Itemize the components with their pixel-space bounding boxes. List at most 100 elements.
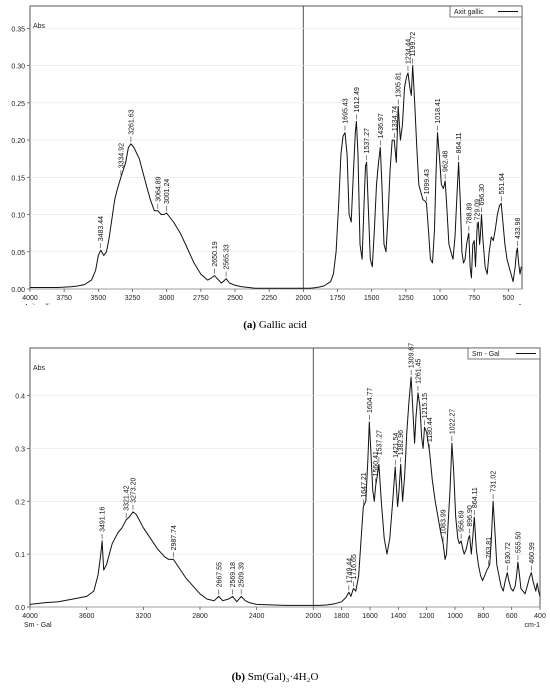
x-tick-label: 4000 — [22, 613, 38, 620]
peak-label: 763.81 — [486, 537, 493, 559]
peak-label: 1604.77 — [367, 388, 374, 413]
peak-label-group: 551.64 — [499, 173, 506, 202]
x-tick-label: 1500 — [364, 295, 380, 302]
peak-label-group: 2565.33 — [224, 244, 231, 277]
y-tick-label: 0.05 — [11, 250, 25, 257]
peak-label-group: 1334.74 — [392, 106, 399, 139]
corner-sample-label: Sm - Gal — [24, 622, 52, 629]
peak-label-group: 731.02 — [491, 471, 498, 500]
peak-label-group: 1612.49 — [354, 87, 361, 120]
x-tick-label: 1600 — [362, 613, 378, 620]
peak-label: 1022.27 — [449, 409, 456, 434]
x-tick-label: 2250 — [261, 295, 277, 302]
peak-label-group: 3491.16 — [100, 506, 107, 539]
x-tick-label: 4000 — [22, 295, 38, 302]
peak-label: 788.89 — [466, 203, 473, 225]
spectrum-series-line — [29, 376, 541, 606]
peak-label-group: 1261.45 — [416, 358, 423, 391]
peak-label: 3064.89 — [155, 176, 162, 201]
y-axis-label: Abs — [33, 23, 46, 30]
peak-label: 1234.44 — [406, 39, 413, 64]
peak-label: 1537.27 — [364, 128, 371, 153]
peak-label-group: 1018.41 — [435, 98, 442, 131]
peak-label: 1083.99 — [441, 509, 448, 534]
peak-label-group: 1716.65 — [351, 554, 358, 587]
peak-label: 3483.44 — [98, 216, 105, 241]
spectrum-series-line — [30, 65, 522, 289]
y-axis-label: Abs — [33, 365, 46, 372]
peak-label: 864.11 — [456, 132, 463, 153]
y-tick-label: 0.20 — [11, 138, 25, 145]
peak-label: 864.11 — [472, 487, 479, 508]
peak-label-group: 1180.44 — [427, 417, 434, 450]
peak-label-group: 1305.81 — [396, 72, 403, 105]
x-tick-label: 1750 — [330, 295, 346, 302]
y-tick-label: 0.00 — [11, 287, 25, 294]
peak-label: 1647.21 — [361, 472, 368, 497]
legend-box — [449, 5, 523, 18]
peak-label: 555.50 — [516, 532, 523, 554]
peak-label: 1180.44 — [427, 417, 434, 442]
x-tick-label: 2000 — [306, 613, 322, 620]
peak-label-group: 962.48 — [443, 150, 450, 180]
peak-label-group: 696.30 — [479, 184, 486, 213]
peak-label: 1215.15 — [422, 393, 429, 418]
peak-label: 1749.44 — [346, 558, 353, 583]
caption-a-text: Gallic acid — [256, 319, 307, 331]
peak-label-group: 864.11 — [472, 487, 479, 516]
peak-label-group: 3064.89 — [155, 176, 162, 209]
legend-label: Sm - Gal — [472, 351, 500, 358]
x-tick-label: 400 — [534, 613, 546, 620]
peak-label-group: 3261.63 — [128, 109, 135, 142]
peak-label-group: 1560.41 — [373, 451, 380, 484]
peak-label-group: 1099.43 — [424, 169, 431, 202]
x-tick-label: 3000 — [159, 295, 175, 302]
peak-label-group: 1199.72 — [410, 32, 417, 64]
y-tick-label: 0.15 — [11, 175, 25, 182]
ftir-chart-gallic-acid: 0.00 0.05 0.10 0.15 0.20 0.25 0.30 0.35 4000 3750… — [11, 5, 523, 305]
peak-label: 3273.20 — [131, 477, 138, 502]
peak-label: 696.30 — [479, 184, 486, 206]
peak-label-group: 1421.54 — [393, 432, 400, 465]
peak-label: 3334.92 — [118, 143, 125, 168]
x-tick-label: 3200 — [136, 613, 152, 620]
x-tick-label: 1800 — [334, 613, 350, 620]
x-tick-label: 1400 — [391, 613, 407, 620]
x-tick-label: 800 — [477, 613, 489, 620]
x-tick-label: 1250 — [398, 295, 414, 302]
peak-label: 2569.18 — [230, 562, 237, 587]
peak-label: 3001.24 — [164, 179, 171, 204]
corner-sample-label: Axit gallic — [24, 304, 54, 305]
peak-label-group: 630.72 — [505, 542, 512, 571]
x-tick-label: 3250 — [125, 295, 141, 302]
x-tick-label: 2500 — [227, 295, 243, 302]
caption-a-letter: (a) — [243, 319, 257, 331]
peak-label-group: 1695.43 — [343, 98, 350, 131]
caption-a: (a) Gallic acid — [0, 319, 550, 331]
y-tick-label: 0.35 — [11, 26, 25, 33]
x-tick-label: 750 — [468, 295, 480, 302]
peak-label-group: 3321.42 — [124, 485, 131, 518]
peak-label-group: 1436.97 — [378, 113, 385, 146]
peak-label-group: 2667.55 — [216, 562, 223, 595]
peak-label-group: 3001.24 — [164, 179, 171, 212]
peak-label: 1199.72 — [410, 32, 417, 57]
peak-label-group: 460.99 — [529, 542, 536, 571]
legend-box — [467, 347, 541, 360]
peak-label-group: 896.90 — [467, 505, 474, 534]
y-tick-label: 0.1 — [15, 552, 25, 559]
x-axis-label: cm-1 — [524, 622, 540, 629]
peak-label-group: 1309.67 — [409, 343, 416, 376]
peak-label: 3261.63 — [128, 109, 135, 134]
peak-label: 1305.81 — [396, 72, 403, 97]
x-axis-label: cm-1 — [506, 304, 522, 305]
x-tick-label: 3500 — [91, 295, 107, 302]
peak-label-group: 3334.92 — [118, 143, 125, 176]
peak-label-group: 1083.99 — [441, 509, 448, 542]
x-tick-label: 2800 — [192, 613, 208, 620]
x-tick-label: 2000 — [296, 295, 312, 302]
peak-label: 1309.67 — [409, 343, 416, 368]
peak-label: 956.69 — [459, 510, 466, 532]
peak-label: 2650.19 — [212, 241, 219, 266]
y-tick-label: 0.3 — [15, 446, 25, 453]
